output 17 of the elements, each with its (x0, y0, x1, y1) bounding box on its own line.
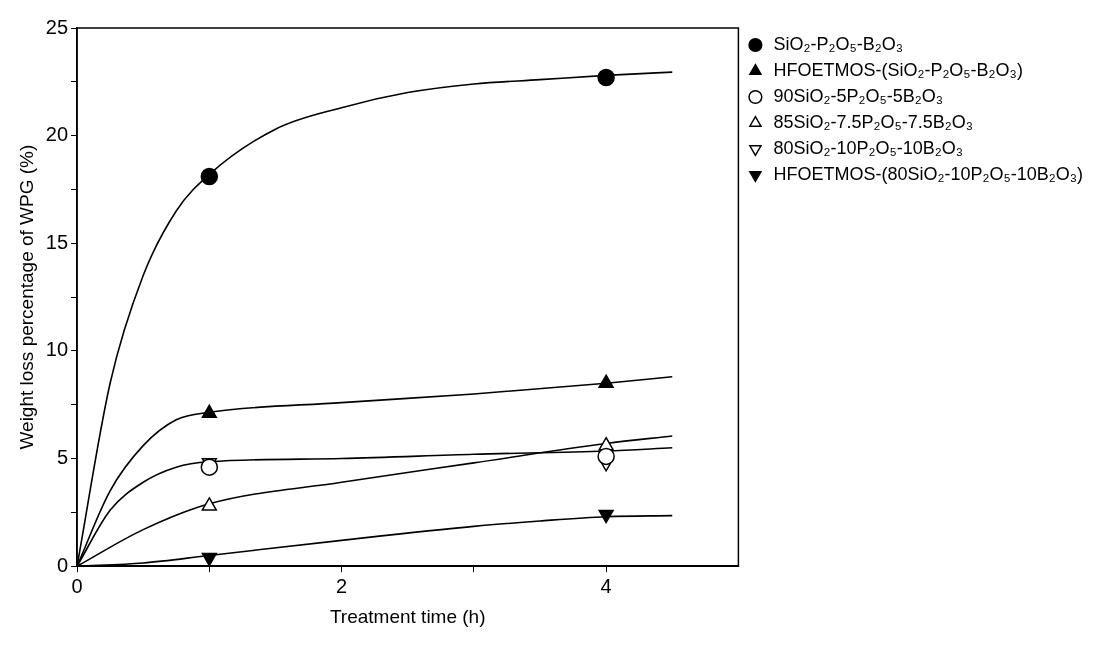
y-tick-label: 0 (56, 553, 69, 576)
legend-label: 80SiO₂-10P₂O₅-10B₂O₃ (773, 137, 964, 158)
y-tick-label: 15 (45, 230, 69, 253)
x-tick-label: 4 (600, 574, 612, 597)
y-axis-title: Weight loss percentage of WPG (%) (15, 144, 37, 450)
x-tick-label: 0 (71, 574, 83, 597)
legend-label: SiO₂-P₂O₅-B₂O₃ (773, 33, 903, 54)
y-tick-label: 10 (45, 338, 69, 361)
legend-label: HFOETMOS-(80SiO₂-10P₂O₅-10B₂O₃) (773, 163, 1084, 184)
y-tick-label: 5 (56, 446, 69, 469)
legend-label: HFOETMOS-(SiO₂-P₂O₅-B₂O₃) (773, 59, 1023, 80)
x-axis-title: Treatment time (h) (329, 605, 486, 627)
legend-label: 85SiO₂-7.5P₂O₅-7.5B₂O₃ (773, 111, 974, 132)
legend-label: 90SiO₂-5P₂O₅-5B₂O₃ (773, 85, 943, 106)
y-tick-label: 25 (45, 15, 69, 38)
x-tick-label: 2 (336, 574, 348, 597)
y-tick-label: 20 (45, 123, 69, 146)
